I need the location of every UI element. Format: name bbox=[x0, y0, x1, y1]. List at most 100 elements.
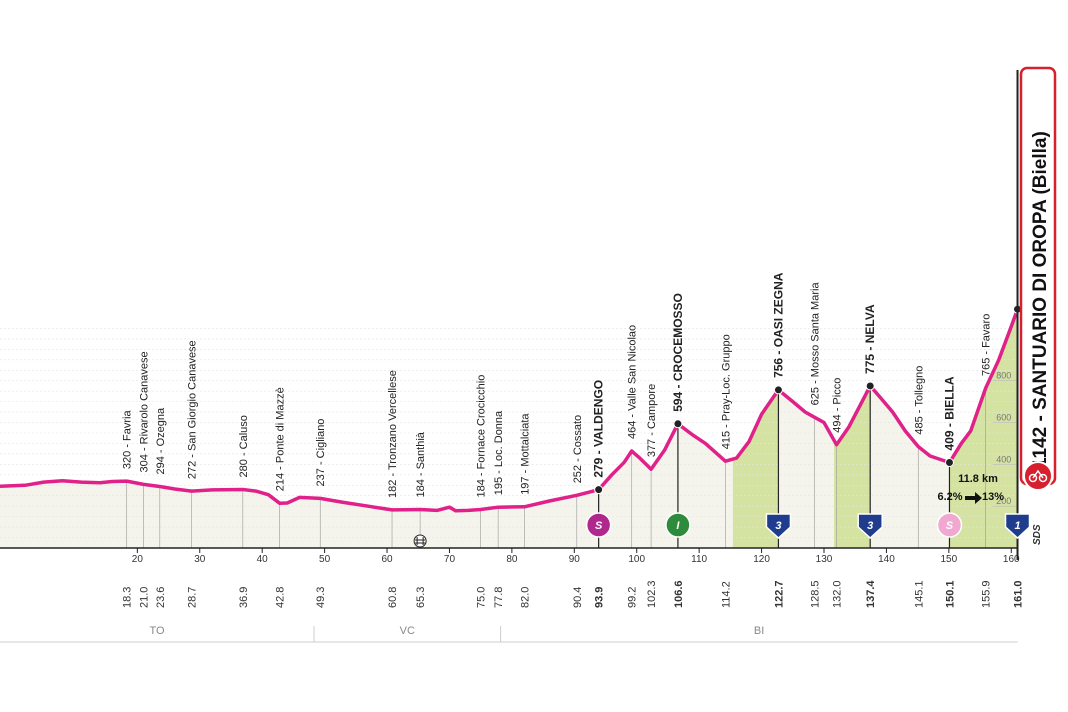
badge-text: S bbox=[946, 520, 954, 532]
x-tick-label: 20 bbox=[132, 554, 144, 565]
alt-tick-label: 200 bbox=[996, 496, 1011, 506]
arrow-right-icon bbox=[965, 492, 982, 504]
waypoint-label: 594 - CROCEMOSSO bbox=[671, 293, 685, 412]
level-crossing-icon bbox=[413, 534, 427, 548]
waypoint-km-label: 161.0 bbox=[1013, 580, 1025, 608]
waypoint-label: 320 - Favria bbox=[122, 410, 134, 470]
x-tick-label: 60 bbox=[381, 554, 393, 565]
x-tick-label: 160 bbox=[1003, 554, 1020, 565]
bike-icon bbox=[1023, 461, 1053, 491]
sds-label: SDS bbox=[1032, 524, 1043, 545]
alt-tick-label: 600 bbox=[996, 413, 1011, 423]
waypoint-km-label: 60.8 bbox=[387, 587, 399, 608]
climb-max-gradient: 13% bbox=[982, 491, 1004, 503]
x-tick-label: 120 bbox=[753, 554, 770, 565]
waypoint-label: 294 - Ozegna bbox=[155, 407, 167, 475]
badge-text: I bbox=[676, 520, 680, 532]
waypoint-label: 252 - Cossato bbox=[572, 415, 584, 483]
badge-text: 1 bbox=[1014, 520, 1020, 532]
badge-text: 3 bbox=[775, 520, 781, 532]
profile-line bbox=[0, 308, 1020, 513]
finish-label: 1142 - SANTUARIO DI OROPA (Biella) bbox=[1030, 131, 1051, 468]
x-tick-label: 50 bbox=[319, 554, 331, 565]
waypoint-label: 214 - Ponte di Mazzè bbox=[275, 387, 287, 491]
climb-gradient: 6.2% bbox=[937, 491, 962, 503]
waypoint-label: 182 - Tronzano Vercellese bbox=[387, 370, 399, 498]
waypoint-km-label: 49.3 bbox=[315, 587, 327, 608]
x-tick-label: 80 bbox=[506, 554, 518, 565]
waypoint-km-label: 28.7 bbox=[187, 587, 199, 608]
waypoint-label: 775 - NELVA bbox=[863, 304, 877, 374]
waypoint-km-label: 128.5 bbox=[810, 580, 822, 608]
badge-text: S bbox=[595, 520, 603, 532]
summit-marker bbox=[865, 381, 875, 391]
alt-tick-label: 800 bbox=[996, 371, 1011, 381]
waypoint-km-label: 42.8 bbox=[275, 587, 287, 608]
waypoint-km-label: 155.9 bbox=[981, 580, 993, 608]
waypoint-km-label: 18.3 bbox=[122, 587, 134, 608]
waypoint-km-label: 102.3 bbox=[646, 580, 658, 608]
waypoint-label: 304 - Rivarolo Canavese bbox=[139, 351, 151, 472]
bike-frame-icon bbox=[1032, 469, 1044, 479]
waypoint-label: 494 - Picco bbox=[831, 378, 843, 433]
waypoint-label: 464 - Valle San Nicolao bbox=[627, 325, 639, 439]
x-tick-label: 110 bbox=[691, 554, 707, 565]
waypoint-km-label: 65.3 bbox=[415, 587, 427, 608]
waypoint-km-label: 132.0 bbox=[831, 580, 843, 608]
waypoint-km-label: 75.0 bbox=[476, 587, 488, 608]
waypoint-km-label: 99.2 bbox=[627, 587, 639, 608]
x-tick-label: 40 bbox=[257, 554, 269, 565]
waypoint-km-label: 77.8 bbox=[493, 587, 505, 608]
waypoint-km-label: 90.4 bbox=[572, 587, 584, 608]
waypoint-label: 184 - Fornace Crocicchio bbox=[476, 375, 488, 498]
waypoint-label: 415 - Pray-Loc. Gruppo bbox=[720, 334, 732, 449]
waypoint-km-label: 106.6 bbox=[673, 580, 685, 608]
waypoint-label: 280 - Caluso bbox=[238, 415, 250, 477]
waypoint-label: 195 - Loc. Donna bbox=[493, 410, 505, 495]
climb-area-1 bbox=[732, 389, 779, 548]
waypoint-km-label: 122.7 bbox=[773, 580, 785, 608]
bike-wheel-icon bbox=[1038, 473, 1048, 483]
x-tick-label: 130 bbox=[816, 554, 833, 565]
waypoint-label: 485 - Tollegno bbox=[913, 366, 925, 435]
province-label: VC bbox=[400, 625, 415, 637]
summit-marker bbox=[594, 485, 604, 495]
level-crossing-mark bbox=[415, 537, 426, 545]
waypoint-label: 409 - BIELLA bbox=[942, 376, 956, 450]
badge-2 bbox=[665, 512, 691, 538]
climb-distance: 11.8 km bbox=[958, 473, 998, 485]
alt-tick-label: 400 bbox=[996, 454, 1011, 464]
climb-area-2 bbox=[834, 385, 871, 548]
waypoint-label: 279 - VALDENGO bbox=[592, 380, 606, 478]
waypoint-label: 197 - Mottalciata bbox=[519, 413, 531, 495]
x-tick-label: 150 bbox=[941, 554, 958, 565]
waypoint-label: 756 - OASI ZEGNA bbox=[771, 272, 785, 378]
x-tick-label: 100 bbox=[628, 554, 645, 565]
waypoint-km-label: 114.2 bbox=[720, 581, 732, 608]
badge-6 bbox=[1004, 513, 1031, 540]
x-tick-label: 140 bbox=[878, 554, 895, 565]
badge-3 bbox=[765, 513, 792, 540]
waypoint-km-label: 36.9 bbox=[238, 587, 250, 608]
climb-area-3 bbox=[949, 309, 1018, 548]
waypoint-km-label: 23.6 bbox=[155, 587, 167, 608]
bike-wheel-icon bbox=[1028, 473, 1038, 483]
badge-4 bbox=[857, 513, 883, 540]
waypoint-km-label: 137.4 bbox=[865, 580, 877, 608]
province-label: BI bbox=[754, 625, 764, 637]
waypoint-km-label: 145.1 bbox=[913, 580, 925, 608]
badge-5 bbox=[936, 512, 963, 538]
badge-text: 3 bbox=[867, 520, 873, 532]
x-tick-label: 30 bbox=[194, 554, 206, 565]
summit-marker bbox=[944, 457, 954, 467]
waypoint-km-label: 21.0 bbox=[139, 587, 151, 608]
summit-marker bbox=[673, 419, 683, 429]
waypoint-label: 237 - Cigliano bbox=[315, 419, 327, 487]
x-tick-label: 70 bbox=[444, 554, 456, 565]
province-label: TO bbox=[149, 625, 165, 637]
waypoint-km-label: 150.1 bbox=[944, 580, 956, 608]
waypoint-km-label: 93.9 bbox=[594, 587, 606, 608]
waypoint-label: 377 - Campore bbox=[646, 384, 658, 457]
waypoint-label: 272 - San Giorgio Canavese bbox=[187, 340, 199, 479]
